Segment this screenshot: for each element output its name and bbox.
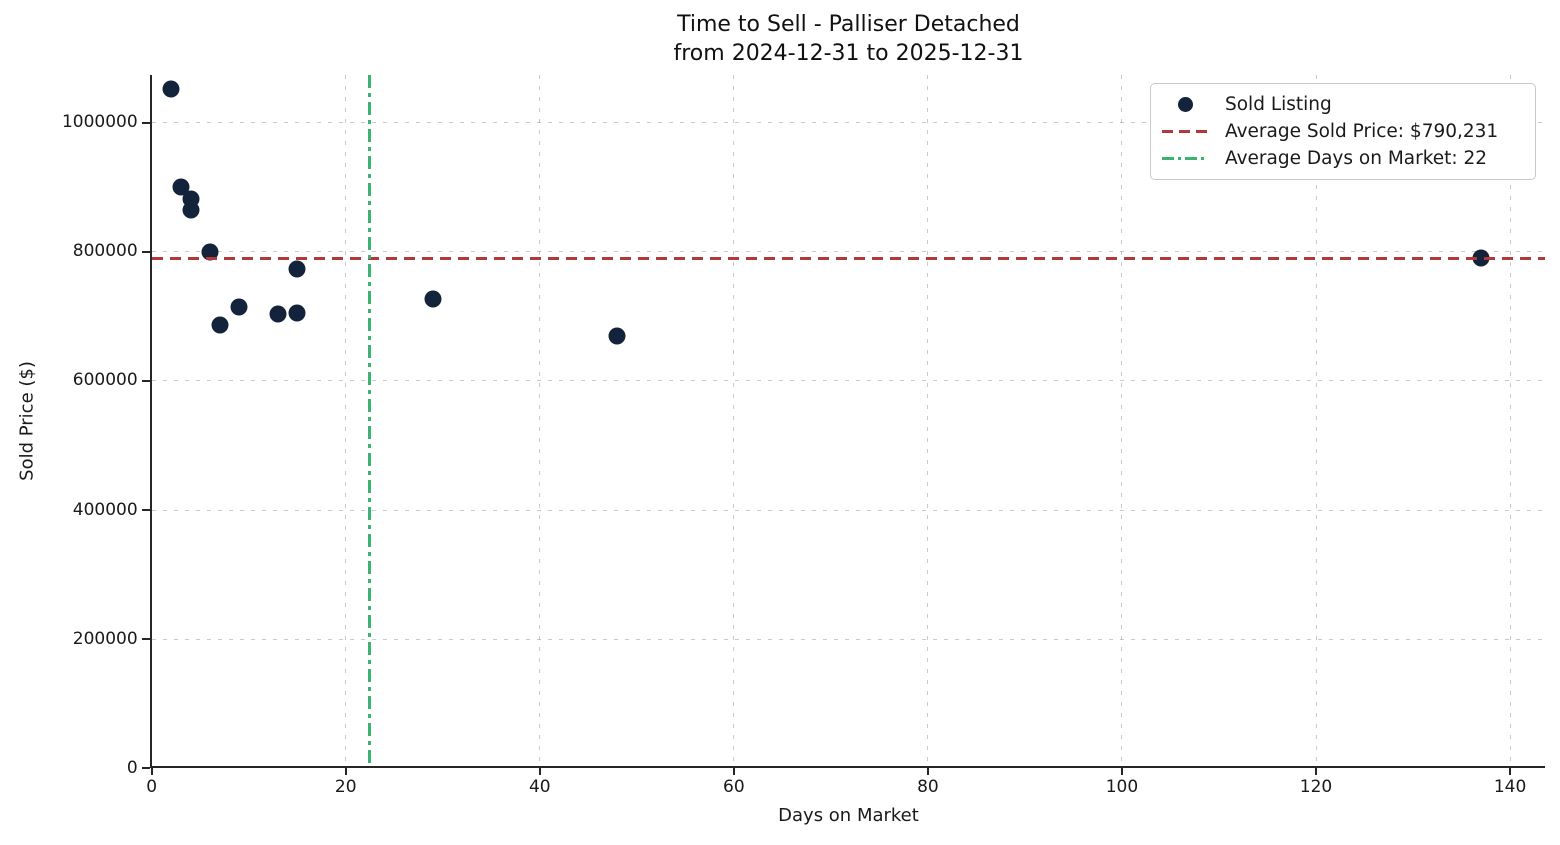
- y-tick: [141, 121, 150, 124]
- legend-item-average-days: Average Days on Market: 22: [1161, 148, 1525, 169]
- data-point: [182, 201, 199, 219]
- data-point: [608, 327, 626, 345]
- x-tick: [150, 767, 153, 776]
- legend-label-average-price: Average Sold Price: $790,231: [1225, 121, 1499, 142]
- legend-marker-cell: [1161, 97, 1209, 112]
- x-tick: [1120, 767, 1123, 776]
- x-gridline: [539, 75, 541, 769]
- y-gridline: [151, 509, 1545, 511]
- y-gridline: [151, 380, 1545, 382]
- x-tick: [1315, 767, 1318, 776]
- x-tick-label: 100: [1105, 777, 1139, 798]
- x-tick-label: 60: [723, 777, 745, 798]
- data-point: [424, 290, 442, 308]
- average-price-line: [151, 256, 1545, 260]
- x-gridline: [927, 75, 929, 769]
- data-point: [288, 260, 306, 278]
- y-tick-label: 800000: [72, 241, 138, 262]
- data-point: [230, 298, 248, 316]
- x-gridline: [1315, 75, 1317, 769]
- data-point: [211, 316, 229, 334]
- y-tick: [141, 250, 150, 253]
- x-tick-label: 20: [334, 777, 357, 798]
- x-tick-label: 80: [917, 777, 939, 798]
- sold-listing-dot-icon: [1177, 97, 1193, 112]
- y-gridline: [151, 122, 1545, 124]
- legend-item-sold-listing: Sold Listing: [1161, 94, 1525, 115]
- legend-label-sold-listing: Sold Listing: [1225, 94, 1332, 115]
- y-tick-label: 600000: [72, 370, 138, 391]
- chart-title-line1: Time to Sell - Palliser Detached: [677, 12, 1020, 37]
- y-tick-label: 200000: [72, 628, 138, 649]
- y-gridline: [151, 251, 1545, 253]
- legend-marker-cell: [1161, 129, 1209, 134]
- y-tick-label: 1000000: [61, 112, 138, 133]
- chart-title: Time to Sell - Palliser Detached from 20…: [152, 10, 1545, 68]
- x-tick: [344, 767, 347, 776]
- x-gridline: [345, 75, 347, 769]
- x-gridline: [733, 75, 735, 769]
- dashdot-line-icon: [1162, 156, 1208, 161]
- x-gridline: [1121, 75, 1123, 769]
- x-tick: [732, 767, 735, 776]
- x-tick: [538, 767, 541, 776]
- average-days-line: [368, 75, 372, 769]
- x-tick-label: 120: [1299, 777, 1333, 798]
- data-point: [201, 243, 219, 261]
- legend-item-average-price: Average Sold Price: $790,231: [1161, 121, 1525, 142]
- x-tick-label: 140: [1493, 777, 1527, 798]
- legend-label-average-days: Average Days on Market: 22: [1225, 148, 1488, 169]
- legend-marker-cell: [1161, 156, 1209, 161]
- y-tick: [141, 638, 150, 641]
- legend: Sold Listing Average Sold Price: $790,23…: [1150, 83, 1536, 180]
- data-point: [162, 80, 180, 98]
- y-tick-label: 0: [126, 757, 138, 778]
- chart-title-line2: from 2024-12-31 to 2025-12-31: [673, 41, 1024, 66]
- x-tick: [926, 767, 929, 776]
- x-axis-label: Days on Market: [778, 805, 919, 826]
- dashed-line-icon: [1162, 129, 1208, 134]
- x-tick-label: 0: [146, 777, 158, 798]
- x-tick: [1509, 767, 1512, 776]
- x-gridline: [1509, 75, 1511, 769]
- y-tick: [141, 509, 150, 512]
- y-tick-label: 400000: [72, 499, 138, 520]
- data-point: [269, 305, 287, 323]
- y-gridline: [151, 638, 1545, 640]
- y-tick: [141, 379, 150, 382]
- data-point: [288, 304, 306, 322]
- y-tick: [141, 767, 150, 770]
- plot-area: [149, 75, 1545, 769]
- x-tick-label: 40: [528, 777, 551, 798]
